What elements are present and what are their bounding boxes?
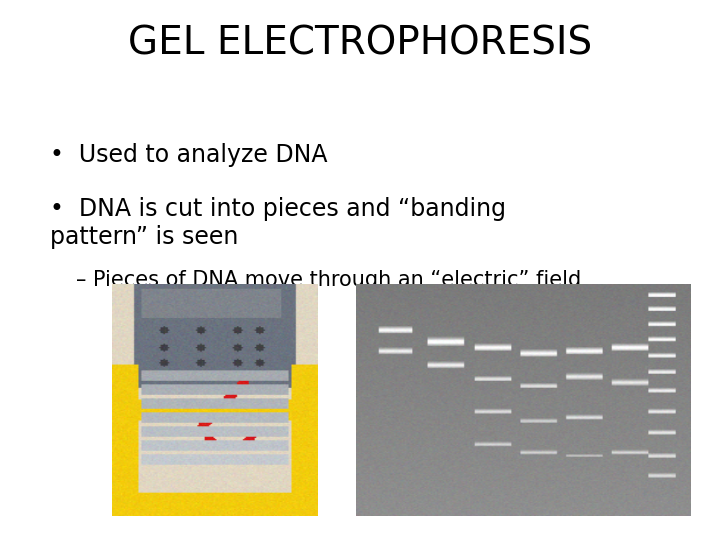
Text: – Pieces of DNA move through an “electric” field: – Pieces of DNA move through an “electri…	[76, 270, 581, 290]
Text: •  Used to analyze DNA: • Used to analyze DNA	[50, 143, 328, 167]
Text: GEL ELECTROPHORESIS: GEL ELECTROPHORESIS	[128, 24, 592, 62]
Text: •  DNA is cut into pieces and “banding
pattern” is seen: • DNA is cut into pieces and “banding pa…	[50, 197, 506, 249]
